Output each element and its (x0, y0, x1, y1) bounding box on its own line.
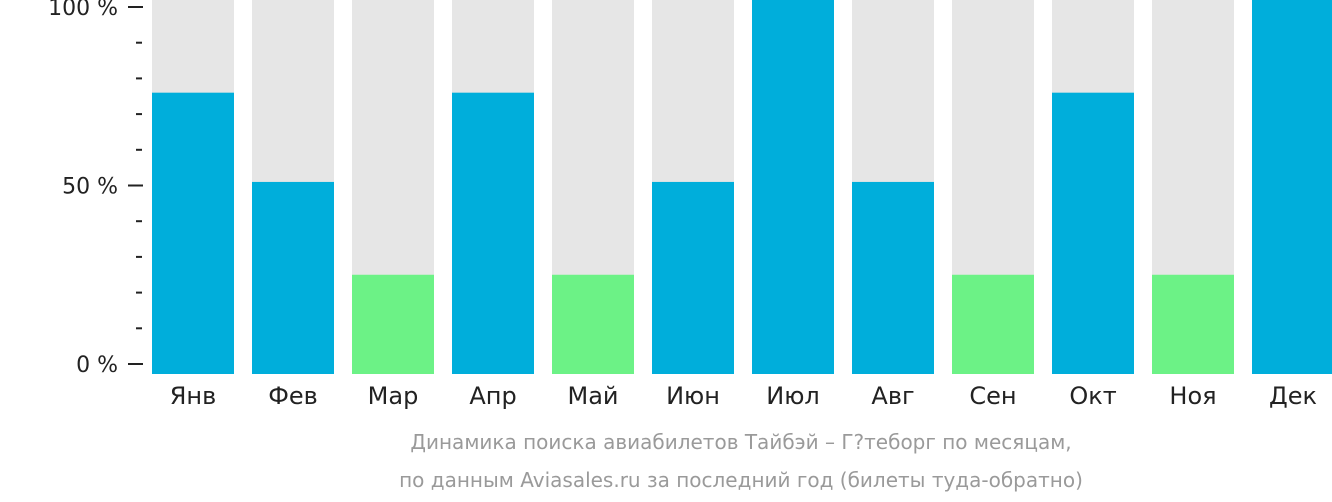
x-tick-label: Июл (766, 382, 820, 410)
caption-line-1: Динамика поиска авиабилетов Тайбэй – Г?т… (410, 430, 1072, 454)
x-axis-labels: Янв Фев Мар Апр Май Июн Июл Авг Сен Окт Ноя Дек (170, 382, 1317, 410)
caption-line-2: по данным Aviasales.ru за последний год … (399, 468, 1083, 492)
bar (852, 181, 934, 374)
bar (1252, 0, 1332, 374)
bar (252, 181, 334, 374)
bar (1052, 92, 1134, 375)
x-tick-label: Май (567, 382, 618, 410)
bar (552, 274, 634, 374)
x-tick-label: Дек (1269, 382, 1317, 410)
x-tick-label: Апр (469, 382, 516, 410)
bar (152, 92, 234, 375)
x-tick-label: Окт (1069, 382, 1116, 410)
y-tick-label: 0 % (76, 353, 118, 378)
x-tick-label: Ноя (1169, 382, 1216, 410)
bar (452, 92, 534, 375)
bar (752, 0, 834, 374)
y-tick-label: 50 % (62, 175, 118, 200)
bar (952, 274, 1034, 374)
x-tick-label: Мар (368, 382, 419, 410)
bar (1152, 274, 1234, 374)
y-tick-label: 100 % (48, 0, 118, 21)
chart: 0 % 50 % 100 % Янв Фев Мар Апр Май Июн Июл Авг Сен… (48, 0, 1332, 410)
y-axis: 0 % 50 % 100 % (48, 0, 143, 378)
x-tick-label: Янв (170, 382, 217, 410)
x-tick-label: Авг (871, 382, 914, 410)
bar (352, 274, 434, 374)
bar (652, 181, 734, 374)
x-tick-label: Июн (666, 382, 720, 410)
x-tick-label: Фев (268, 382, 318, 410)
bars (152, 0, 1332, 375)
x-tick-label: Сен (969, 382, 1016, 410)
